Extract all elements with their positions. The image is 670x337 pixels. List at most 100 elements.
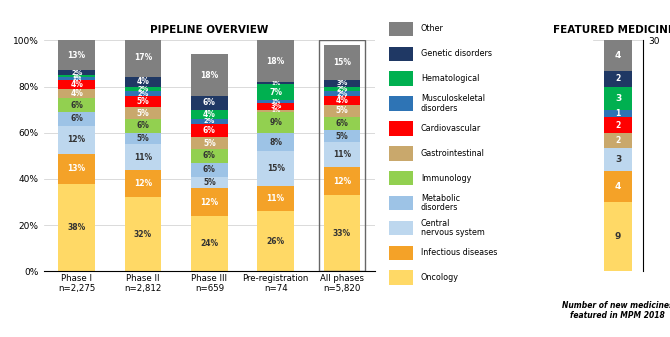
Bar (389, 221, 413, 235)
Text: 6%: 6% (137, 121, 149, 130)
Bar (125, 78, 161, 87)
Bar (324, 167, 360, 195)
Bar (58, 184, 95, 271)
Text: 24%: 24% (200, 239, 218, 248)
Text: Metabolic
disorders: Metabolic disorders (421, 194, 460, 212)
Bar (324, 117, 360, 130)
Text: 12%: 12% (68, 135, 86, 144)
Text: 1%: 1% (72, 74, 81, 79)
Text: 6%: 6% (203, 165, 216, 174)
Text: 5%: 5% (336, 106, 348, 115)
Bar (389, 171, 413, 185)
Text: 13%: 13% (68, 51, 86, 60)
Text: Central
nervous system: Central nervous system (421, 219, 485, 237)
Bar (257, 110, 294, 112)
Text: 18%: 18% (267, 57, 285, 66)
Text: 5%: 5% (203, 139, 216, 148)
Bar (604, 171, 632, 202)
Bar (324, 142, 360, 167)
Title: FEATURED MEDICINES: FEATURED MEDICINES (553, 26, 670, 35)
Text: 4%: 4% (137, 78, 149, 87)
Text: 3: 3 (615, 155, 621, 164)
Text: 4%: 4% (203, 110, 216, 119)
Bar (125, 108, 161, 119)
Bar (191, 216, 228, 271)
Text: 4%: 4% (336, 96, 348, 105)
Text: 2%: 2% (204, 118, 215, 124)
Text: 12%: 12% (333, 177, 351, 186)
Text: Number of new medicines
featured in MPM 2018: Number of new medicines featured in MPM … (562, 301, 670, 320)
Text: 2: 2 (616, 136, 620, 145)
Bar (58, 112, 95, 126)
Bar (324, 80, 360, 87)
Bar (324, 87, 360, 91)
Text: Cardiovascular: Cardiovascular (421, 124, 481, 133)
Text: 2: 2 (616, 121, 620, 130)
Bar (257, 100, 294, 103)
Bar (191, 137, 228, 149)
Text: 7%: 7% (269, 88, 282, 97)
Text: 4%: 4% (70, 89, 83, 98)
Bar (58, 40, 95, 70)
Bar (324, 91, 360, 96)
Bar (257, 211, 294, 271)
Bar (58, 154, 95, 184)
Text: 4%: 4% (70, 80, 83, 89)
Text: Oncology: Oncology (421, 273, 459, 282)
Text: 11%: 11% (267, 194, 285, 203)
Text: 5%: 5% (137, 97, 149, 106)
Bar (257, 112, 294, 133)
Text: 6%: 6% (203, 126, 216, 135)
Text: 5%: 5% (336, 132, 348, 141)
Bar (125, 38, 161, 78)
Bar (389, 96, 413, 111)
Bar (324, 130, 360, 142)
Bar (191, 149, 228, 163)
Text: 3: 3 (615, 94, 621, 103)
Text: 15%: 15% (333, 58, 351, 67)
Bar (604, 40, 632, 71)
Text: 4: 4 (615, 51, 621, 60)
Bar (257, 133, 294, 151)
Bar (604, 87, 632, 110)
Text: 6%: 6% (203, 98, 216, 107)
Bar (604, 133, 632, 148)
Text: 2%: 2% (71, 70, 82, 76)
Bar (191, 124, 228, 137)
Text: 2%: 2% (336, 91, 348, 96)
Bar (191, 188, 228, 216)
Text: 38%: 38% (68, 223, 86, 232)
Bar (125, 91, 161, 96)
Bar (125, 96, 161, 108)
Text: 18%: 18% (200, 70, 218, 80)
Bar (58, 78, 95, 80)
Text: 5%: 5% (203, 178, 216, 187)
Text: 15%: 15% (267, 164, 285, 173)
Bar (324, 105, 360, 117)
Text: 4: 4 (615, 182, 621, 191)
Bar (389, 47, 413, 61)
Bar (389, 22, 413, 36)
Bar (125, 197, 161, 271)
Bar (257, 103, 294, 110)
Bar (191, 177, 228, 188)
Text: 12%: 12% (200, 197, 218, 207)
Bar (324, 45, 360, 80)
Bar (125, 144, 161, 170)
Bar (389, 270, 413, 285)
Text: 6%: 6% (336, 119, 348, 128)
Bar (389, 146, 413, 161)
Bar (324, 96, 360, 105)
Text: 3%: 3% (336, 80, 348, 86)
Bar (191, 163, 228, 177)
Bar (58, 98, 95, 112)
Bar (58, 75, 95, 78)
Text: 2%: 2% (336, 86, 348, 92)
Text: Genetic disorders: Genetic disorders (421, 49, 492, 58)
Text: 2: 2 (616, 74, 620, 84)
Text: 5%: 5% (137, 134, 149, 143)
Bar (257, 151, 294, 186)
Text: 12%: 12% (134, 179, 152, 188)
Text: 8%: 8% (269, 137, 282, 147)
Text: 13%: 13% (68, 164, 86, 173)
